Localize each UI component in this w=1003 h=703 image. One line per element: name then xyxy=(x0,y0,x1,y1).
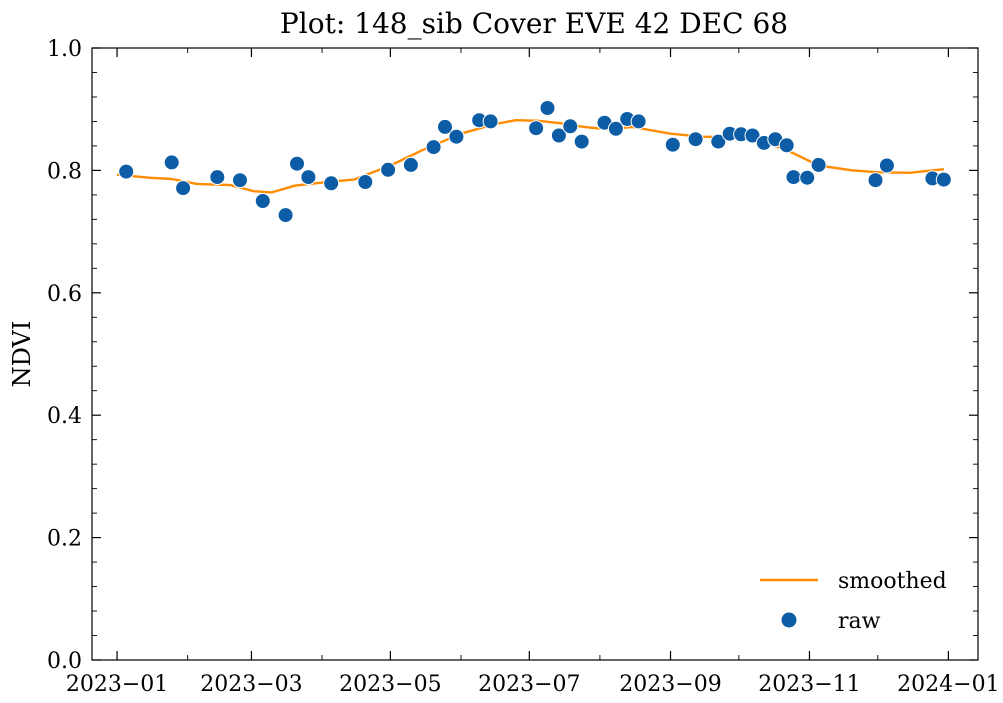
raw-point xyxy=(878,157,895,174)
x-tick-label: 2023−07 xyxy=(478,672,580,697)
raw-point xyxy=(710,133,727,150)
raw-point xyxy=(810,156,827,173)
raw-point xyxy=(118,163,135,180)
smoothed-line xyxy=(116,119,944,194)
raw-point xyxy=(562,118,579,135)
legend-smoothed-label: smoothed xyxy=(838,569,947,594)
x-tick-label: 2023−03 xyxy=(200,672,302,697)
raw-point xyxy=(277,207,294,224)
raw-point xyxy=(867,172,884,189)
raw-point xyxy=(437,118,453,135)
raw-point xyxy=(528,120,545,137)
x-tick-label: 2023−09 xyxy=(619,672,721,697)
x-tick-label: 2023−11 xyxy=(758,672,860,697)
y-tick-label: 0.4 xyxy=(47,404,82,429)
raw-point xyxy=(175,180,192,197)
legend-raw-label: raw xyxy=(838,609,881,634)
x-tick-label: 2024−01 xyxy=(897,672,999,697)
raw-point xyxy=(209,169,226,186)
raw-point xyxy=(232,172,248,189)
y-tick-label: 0.6 xyxy=(47,282,82,307)
legend-raw-swatch xyxy=(781,612,797,628)
x-tick-label: 2023−01 xyxy=(66,672,168,697)
raw-point xyxy=(785,169,802,186)
raw-point xyxy=(744,127,761,144)
y-tick-label: 0.8 xyxy=(47,159,82,184)
raw-point xyxy=(254,193,271,209)
chart-title: Plot: 148_sib Cover EVE 42 DEC 68 xyxy=(280,7,788,40)
y-tick-label: 1.0 xyxy=(47,37,82,62)
y-tick-label: 0.2 xyxy=(47,527,82,552)
raw-point xyxy=(935,171,952,188)
raw-point xyxy=(799,169,816,186)
raw-point xyxy=(482,113,499,130)
raw-point xyxy=(357,174,374,190)
plot-frame xyxy=(91,47,979,661)
raw-point xyxy=(664,136,681,153)
x-tick-label: 2023−05 xyxy=(339,672,441,697)
raw-point xyxy=(300,169,317,186)
raw-point xyxy=(323,175,340,192)
raw-point xyxy=(289,155,305,172)
raw-point xyxy=(778,137,795,154)
legend: smoothed raw xyxy=(760,569,947,634)
raw-point xyxy=(448,128,465,145)
raw-point xyxy=(607,120,624,137)
raw-point xyxy=(573,133,590,150)
raw-point xyxy=(425,139,442,156)
y-axis-label: NDVI xyxy=(8,321,36,388)
raw-point xyxy=(550,127,567,144)
raw-point xyxy=(402,156,419,173)
raw-series xyxy=(118,100,952,224)
raw-point xyxy=(380,161,397,178)
axis-ticks: 2023−01 2023−03 2023−05 2023−07 2023−09 2023−… xyxy=(47,37,1000,697)
smoothed-series xyxy=(116,119,944,194)
raw-point xyxy=(687,131,704,148)
raw-point xyxy=(163,154,180,171)
raw-point xyxy=(630,113,647,130)
raw-point xyxy=(539,100,556,116)
y-tick-label: 0.0 xyxy=(47,649,82,674)
